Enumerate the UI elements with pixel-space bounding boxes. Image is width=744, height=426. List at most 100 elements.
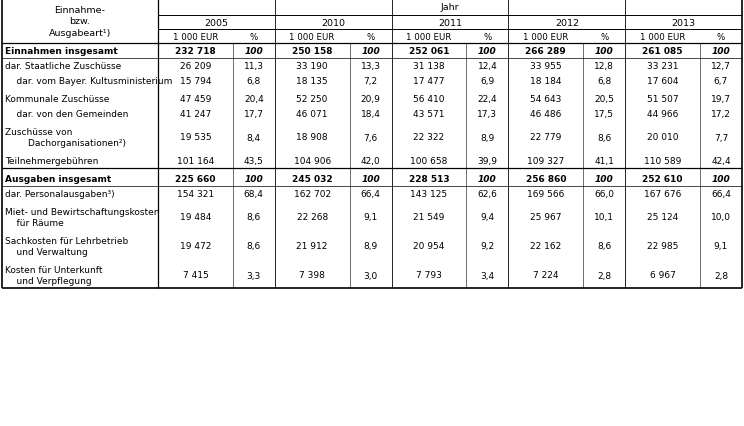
Text: 6,9: 6,9 bbox=[480, 77, 495, 86]
Text: 42,4: 42,4 bbox=[711, 157, 731, 166]
Text: 100 658: 100 658 bbox=[410, 157, 448, 166]
Text: 1 000 EUR: 1 000 EUR bbox=[289, 32, 335, 41]
Text: 6,7: 6,7 bbox=[713, 77, 728, 86]
Text: 43 571: 43 571 bbox=[413, 110, 445, 119]
Text: 225 660: 225 660 bbox=[175, 175, 216, 184]
Text: 39,9: 39,9 bbox=[478, 157, 498, 166]
Text: 54 643: 54 643 bbox=[530, 95, 562, 104]
Text: 43,5: 43,5 bbox=[244, 157, 263, 166]
Text: 31 138: 31 138 bbox=[413, 62, 445, 71]
Text: 51 507: 51 507 bbox=[647, 95, 679, 104]
Text: 17,2: 17,2 bbox=[711, 110, 731, 119]
Text: 261 085: 261 085 bbox=[642, 47, 683, 56]
Text: 1 000 EUR: 1 000 EUR bbox=[640, 32, 685, 41]
Text: 52 250: 52 250 bbox=[297, 95, 328, 104]
Text: 1 000 EUR: 1 000 EUR bbox=[523, 32, 568, 41]
Text: Miet- und Bewirtschaftungskosten
    für Räume: Miet- und Bewirtschaftungskosten für Räu… bbox=[5, 207, 159, 227]
Text: 154 321: 154 321 bbox=[177, 190, 214, 199]
Text: 100: 100 bbox=[594, 47, 614, 56]
Text: 46 071: 46 071 bbox=[296, 110, 328, 119]
Text: 56 410: 56 410 bbox=[413, 95, 445, 104]
Text: 17,5: 17,5 bbox=[594, 110, 615, 119]
Text: 10,1: 10,1 bbox=[594, 213, 615, 222]
Text: 100: 100 bbox=[244, 175, 263, 184]
Text: 19 535: 19 535 bbox=[179, 133, 211, 142]
Text: 22 162: 22 162 bbox=[530, 242, 562, 251]
Text: 101 164: 101 164 bbox=[177, 157, 214, 166]
Text: 9,4: 9,4 bbox=[481, 213, 495, 222]
Text: dar. Staatliche Zuschüsse: dar. Staatliche Zuschüsse bbox=[5, 62, 121, 71]
Text: 21 549: 21 549 bbox=[413, 213, 445, 222]
Text: 8,9: 8,9 bbox=[364, 242, 378, 251]
Text: 100: 100 bbox=[361, 175, 380, 184]
Text: 7 398: 7 398 bbox=[299, 271, 325, 280]
Text: 162 702: 162 702 bbox=[294, 190, 331, 199]
Text: 26 209: 26 209 bbox=[180, 62, 211, 71]
Text: Einnahmen insgesamt: Einnahmen insgesamt bbox=[5, 47, 118, 56]
Text: 109 327: 109 327 bbox=[527, 157, 565, 166]
Text: 17 477: 17 477 bbox=[413, 77, 445, 86]
Text: %: % bbox=[600, 32, 609, 41]
Text: 8,9: 8,9 bbox=[480, 133, 495, 142]
Text: 9,2: 9,2 bbox=[481, 242, 495, 251]
Text: dar. Personalausgaben³): dar. Personalausgaben³) bbox=[5, 190, 115, 199]
Text: 100: 100 bbox=[478, 47, 497, 56]
Text: 7,2: 7,2 bbox=[364, 77, 378, 86]
Text: 22 779: 22 779 bbox=[530, 133, 562, 142]
Text: 8,6: 8,6 bbox=[247, 242, 261, 251]
Text: Kosten für Unterkunft
    und Verpflegung: Kosten für Unterkunft und Verpflegung bbox=[5, 265, 103, 285]
Text: 3,3: 3,3 bbox=[247, 271, 261, 280]
Text: %: % bbox=[484, 32, 492, 41]
Text: 12,8: 12,8 bbox=[594, 62, 614, 71]
Text: 33 231: 33 231 bbox=[647, 62, 679, 71]
Text: 10,0: 10,0 bbox=[711, 213, 731, 222]
Text: 2011: 2011 bbox=[438, 18, 462, 27]
Text: 250 158: 250 158 bbox=[292, 47, 333, 56]
Text: 41 247: 41 247 bbox=[180, 110, 211, 119]
Text: 1 000 EUR: 1 000 EUR bbox=[406, 32, 452, 41]
Text: 20 010: 20 010 bbox=[647, 133, 679, 142]
Text: 19 472: 19 472 bbox=[180, 242, 211, 251]
Text: Einnahme-
bzw.
Ausgabeart¹): Einnahme- bzw. Ausgabeart¹) bbox=[49, 6, 111, 38]
Text: 266 289: 266 289 bbox=[525, 47, 566, 56]
Text: 8,6: 8,6 bbox=[597, 133, 612, 142]
Text: 18,4: 18,4 bbox=[361, 110, 380, 119]
Text: 245 032: 245 032 bbox=[292, 175, 333, 184]
Text: 19 484: 19 484 bbox=[180, 213, 211, 222]
Text: 143 125: 143 125 bbox=[411, 190, 448, 199]
Text: Teilnehmergebühren: Teilnehmergebühren bbox=[5, 157, 98, 166]
Text: 100: 100 bbox=[594, 175, 614, 184]
Text: 100: 100 bbox=[478, 175, 497, 184]
Text: dar. vom Bayer. Kultusministerium: dar. vom Bayer. Kultusministerium bbox=[5, 77, 173, 86]
Text: 7,6: 7,6 bbox=[364, 133, 378, 142]
Text: 9,1: 9,1 bbox=[364, 213, 378, 222]
Text: 7 224: 7 224 bbox=[533, 271, 559, 280]
Text: 7,7: 7,7 bbox=[713, 133, 728, 142]
Text: 47 459: 47 459 bbox=[180, 95, 211, 104]
Text: 256 860: 256 860 bbox=[525, 175, 566, 184]
Text: 1 000 EUR: 1 000 EUR bbox=[173, 32, 218, 41]
Text: 66,4: 66,4 bbox=[361, 190, 380, 199]
Text: 41,1: 41,1 bbox=[594, 157, 614, 166]
Text: 9,1: 9,1 bbox=[713, 242, 728, 251]
Text: 20,5: 20,5 bbox=[594, 95, 614, 104]
Text: 68,4: 68,4 bbox=[244, 190, 263, 199]
Text: 169 566: 169 566 bbox=[527, 190, 565, 199]
Text: 22 268: 22 268 bbox=[297, 213, 328, 222]
Text: Ausgaben insgesamt: Ausgaben insgesamt bbox=[5, 175, 112, 184]
Text: 18 184: 18 184 bbox=[530, 77, 562, 86]
Text: 6,8: 6,8 bbox=[247, 77, 261, 86]
Text: 20,9: 20,9 bbox=[361, 95, 380, 104]
Text: Sachkosten für Lehrbetrieb
    und Verwaltung: Sachkosten für Lehrbetrieb und Verwaltun… bbox=[5, 236, 128, 256]
Text: %: % bbox=[717, 32, 725, 41]
Text: 2013: 2013 bbox=[672, 18, 696, 27]
Text: 33 955: 33 955 bbox=[530, 62, 562, 71]
Text: 104 906: 104 906 bbox=[294, 157, 331, 166]
Text: 100: 100 bbox=[711, 175, 731, 184]
Text: 22,4: 22,4 bbox=[478, 95, 497, 104]
Text: 19,7: 19,7 bbox=[711, 95, 731, 104]
Text: Jahr: Jahr bbox=[440, 3, 459, 12]
Text: 110 589: 110 589 bbox=[644, 157, 682, 166]
Text: 42,0: 42,0 bbox=[361, 157, 380, 166]
Text: 232 718: 232 718 bbox=[175, 47, 216, 56]
